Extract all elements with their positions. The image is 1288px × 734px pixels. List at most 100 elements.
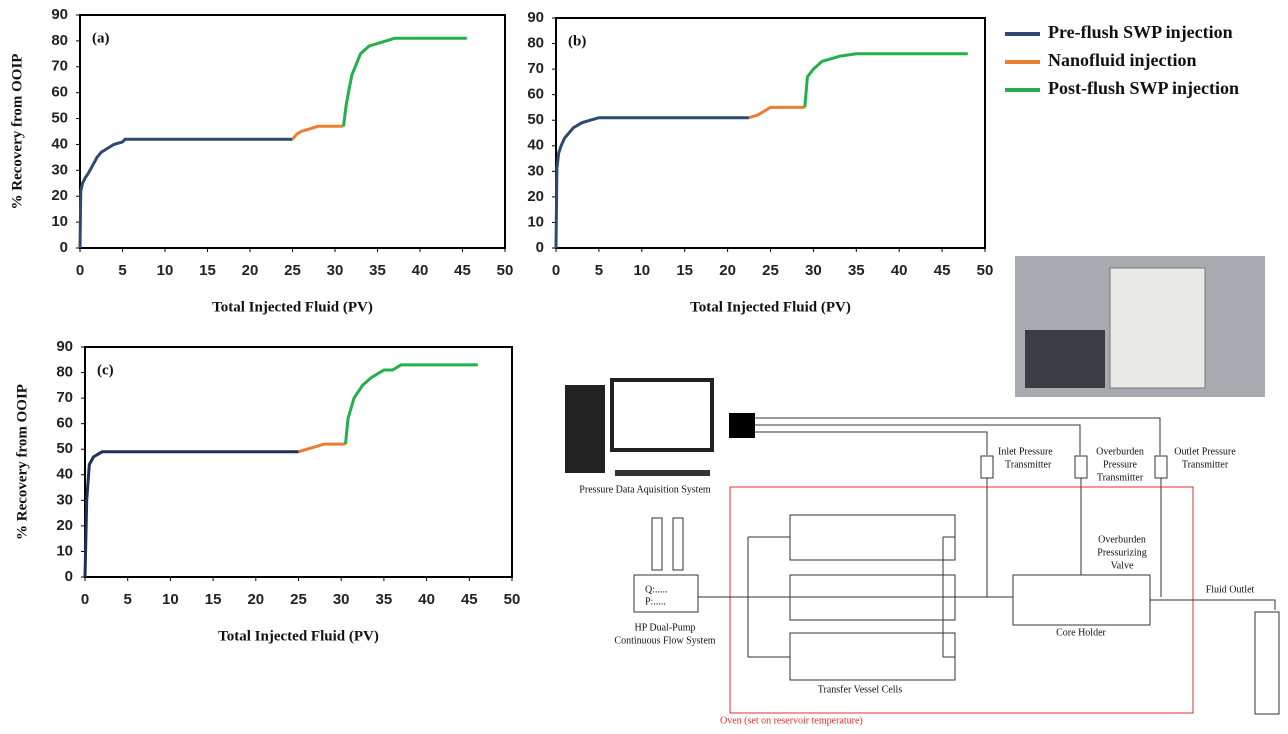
photo-equipment: [1025, 330, 1105, 388]
overburden-label: Transmitter: [1097, 472, 1144, 483]
overburden-transmitter: [1074, 455, 1088, 479]
y-tick-label: 20: [51, 187, 68, 204]
y-tick-label: 0: [536, 239, 544, 256]
y-tick-label: 90: [56, 338, 73, 355]
x-tick-label: 10: [157, 262, 174, 279]
x-tick-label: 25: [284, 262, 301, 279]
x-tick-label: 10: [162, 591, 179, 608]
y-tick-label: 30: [51, 161, 68, 178]
y-tick-label: 50: [56, 440, 73, 457]
y-tick-label: 10: [56, 542, 73, 559]
panel-label: (a): [92, 30, 110, 46]
x-tick-label: 45: [454, 262, 471, 279]
x-tick-label: 45: [461, 591, 478, 608]
y-tick-label: 80: [51, 32, 68, 49]
y-tick-label: 60: [51, 84, 68, 101]
oven-box: [729, 486, 1194, 714]
x-tick-label: 5: [118, 262, 126, 279]
outlet-label: Transmitter: [1182, 459, 1229, 470]
y-tick-label: 60: [56, 415, 73, 432]
y-tick-label: 50: [51, 110, 68, 127]
x-tick-label: 20: [719, 262, 736, 279]
data-line: [342, 36, 467, 127]
valve-label: Overburden: [1098, 534, 1146, 545]
x-axis-label: Total Injected Fluid (PV): [690, 299, 851, 315]
daq-box: [729, 413, 755, 438]
vessel-cell: [789, 514, 956, 561]
y-tick-label: 70: [527, 60, 544, 77]
panel-label: (c): [97, 362, 114, 378]
y-tick-label: 80: [527, 35, 544, 52]
data-line: [748, 105, 805, 120]
keyboard: [615, 470, 710, 476]
x-tick-label: 35: [376, 591, 393, 608]
x-tick-label: 25: [762, 262, 779, 279]
outlet-transmitter: [1154, 455, 1168, 479]
x-tick-label: 40: [412, 262, 429, 279]
valve-label: Valve: [1111, 560, 1134, 571]
y-tick-label: 40: [527, 137, 544, 154]
core-label: Core Holder: [1056, 627, 1106, 638]
data-line: [291, 124, 344, 141]
y-axis-label: % Recovery from OOIP: [9, 54, 25, 210]
pump-label: HP Dual-Pump: [634, 622, 695, 633]
core-holder: [1012, 574, 1151, 626]
plot-frame: [79, 14, 506, 249]
plot-frame: [84, 346, 513, 578]
data-line: [803, 52, 968, 108]
y-tick-label: 60: [527, 86, 544, 103]
x-tick-label: 15: [199, 262, 216, 279]
y-tick-label: 40: [56, 466, 73, 483]
data-line: [554, 116, 749, 249]
x-tick-label: 0: [81, 591, 89, 608]
transmitter-lines: [986, 478, 1162, 597]
signal-wires: [755, 417, 1161, 455]
x-tick-label: 40: [418, 591, 435, 608]
graduated-cylinder: [1254, 611, 1280, 715]
x-tick-label: 35: [848, 262, 865, 279]
y-tick-label: 70: [56, 389, 73, 406]
pump-p: P:.....: [645, 596, 666, 607]
y-tick-label: 30: [56, 491, 73, 508]
vessel-cell: [789, 574, 956, 621]
x-tick-label: 5: [595, 262, 603, 279]
oven-label: Oven (set on reservoir temperature): [720, 715, 863, 726]
y-tick-label: 0: [65, 568, 73, 585]
y-tick-label: 20: [56, 517, 73, 534]
x-tick-label: 40: [891, 262, 908, 279]
photo-oven: [1109, 267, 1206, 389]
data-line: [344, 363, 478, 445]
inlet-transmitter: [980, 455, 994, 479]
y-tick-label: 50: [527, 111, 544, 128]
x-tick-label: 20: [247, 591, 264, 608]
panel-label: (b): [568, 33, 586, 49]
y-tick-label: 10: [527, 213, 544, 230]
x-tick-label: 5: [124, 591, 132, 608]
y-tick-label: 20: [527, 188, 544, 205]
y-tick-label: 70: [51, 58, 68, 75]
pump-box: [633, 574, 699, 613]
fluid-outlet-label: Fluid Outlet: [1206, 584, 1255, 595]
y-tick-label: 10: [51, 213, 68, 230]
x-tick-label: 15: [676, 262, 693, 279]
setup-diagram: Pressure Data Aquisition System Inlet Pr…: [565, 256, 1280, 726]
legend-label: Pre-flush SWP injection: [1048, 22, 1233, 42]
x-tick-label: 50: [977, 262, 994, 279]
valve-label: Pressurizing: [1097, 547, 1146, 558]
x-tick-label: 30: [805, 262, 822, 279]
pump-q: Q:.....: [645, 584, 668, 595]
vessel-cell: [789, 632, 956, 681]
y-tick-label: 90: [527, 9, 544, 26]
data-line: [78, 137, 293, 249]
x-tick-label: 25: [290, 591, 307, 608]
legend-label: Post-flush SWP injection: [1048, 78, 1239, 98]
y-axis-label: % Recovery from OOIP: [14, 384, 30, 540]
y-tick-label: 0: [60, 239, 68, 256]
legend-label: Nanofluid injection: [1048, 50, 1197, 70]
x-tick-label: 50: [504, 591, 521, 608]
pump-label: Continuous Flow System: [614, 635, 715, 646]
x-tick-label: 10: [633, 262, 650, 279]
y-tick-label: 30: [527, 162, 544, 179]
overburden-label: Overburden: [1096, 446, 1144, 457]
